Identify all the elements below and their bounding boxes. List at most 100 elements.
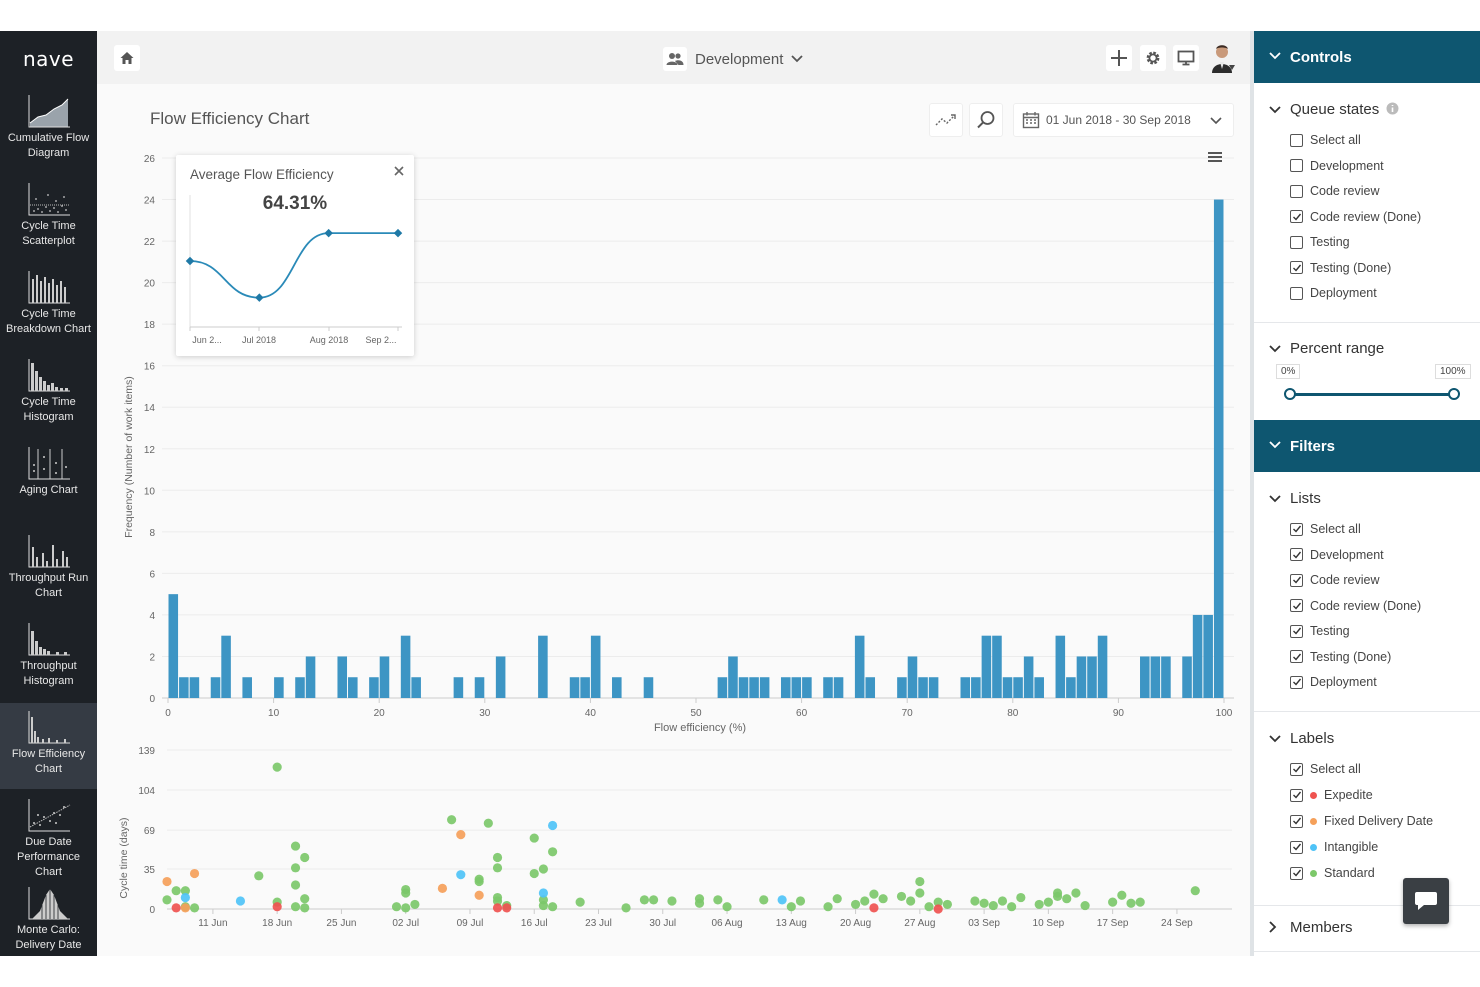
scatter-point: [180, 892, 190, 903]
trend-toggle-button[interactable]: [929, 103, 963, 137]
present-button[interactable]: [1173, 45, 1199, 71]
checkbox-row[interactable]: Code review: [1290, 182, 1379, 200]
checkbox-row[interactable]: Standard: [1290, 864, 1375, 882]
scatter-point: [906, 896, 916, 906]
checkbox-unchecked[interactable]: [1290, 133, 1303, 147]
labels-title[interactable]: Labels: [1290, 730, 1335, 747]
scatter-point: [1135, 897, 1145, 907]
popup-point: [324, 228, 333, 238]
info-icon[interactable]: [1386, 102, 1399, 115]
scatter-point: [529, 868, 539, 879]
range-min-handle[interactable]: [1284, 388, 1296, 400]
range-max-handle[interactable]: [1448, 388, 1460, 400]
checkbox-row[interactable]: Testing (Done): [1290, 259, 1391, 277]
sidebar-item-flow-efficiency[interactable]: Flow Efficiency Chart: [0, 703, 97, 789]
checkbox-row[interactable]: Code review (Done): [1290, 597, 1421, 615]
chevron-right-icon[interactable]: [1268, 920, 1278, 934]
checkbox-row[interactable]: Select all: [1290, 131, 1361, 149]
histogram-bar: [1013, 677, 1023, 698]
checkbox-row[interactable]: Code review: [1290, 571, 1379, 589]
checkbox-row[interactable]: Deployment: [1290, 284, 1377, 302]
sidebar-item-aging[interactable]: Aging Chart: [0, 439, 97, 525]
queue-states-title[interactable]: Queue states: [1290, 101, 1399, 118]
sidebar-item-throughput-histogram[interactable]: Throughput Histogram: [0, 615, 97, 701]
checkbox-row[interactable]: Testing (Done): [1290, 648, 1391, 666]
scatter-point: [694, 898, 705, 908]
date-range-picker[interactable]: 01 Jun 2018 - 30 Sep 2018: [1013, 103, 1234, 137]
zoom-button[interactable]: [969, 103, 1003, 137]
checkbox-checked[interactable]: [1290, 548, 1303, 561]
chevron-down-icon[interactable]: [1268, 734, 1282, 744]
sidebar-item-cumulative-flow[interactable]: Cumulative Flow Diagram: [0, 87, 97, 173]
checkbox-row[interactable]: Testing: [1290, 622, 1350, 640]
scatter-x-tick-label: 11 Jun: [198, 918, 227, 929]
checkbox-row[interactable]: Expedite: [1290, 786, 1373, 804]
board-selector[interactable]: Development: [663, 46, 804, 72]
lists-title[interactable]: Lists: [1290, 490, 1321, 507]
checkbox-checked[interactable]: [1290, 675, 1303, 689]
user-avatar[interactable]: [1208, 43, 1238, 73]
settings-button[interactable]: [1140, 45, 1166, 71]
chevron-down-icon[interactable]: [1268, 494, 1282, 504]
histogram-bar: [791, 677, 802, 698]
scatter-x-tick-label: 20 Aug: [840, 918, 871, 929]
popup-close-button[interactable]: [392, 164, 406, 178]
label-color-dot: [1310, 791, 1317, 799]
scatter-x-tick-label: 18 Jun: [262, 918, 292, 929]
scatter-point: [502, 903, 512, 913]
checkbox-checked[interactable]: [1290, 814, 1303, 828]
home-button[interactable]: [114, 45, 140, 71]
checkbox-row[interactable]: Intangible: [1290, 838, 1378, 856]
checkbox-checked[interactable]: [1290, 210, 1303, 223]
scatter-point: [1062, 894, 1072, 904]
checkbox-checked[interactable]: [1290, 866, 1303, 880]
checkbox-unchecked[interactable]: [1290, 184, 1303, 198]
checkbox-checked[interactable]: [1290, 599, 1303, 612]
histogram-bar: [538, 635, 548, 698]
sidebar-item-breakdown[interactable]: Cycle Time Breakdown Chart: [0, 263, 97, 349]
scatter-point: [924, 902, 934, 912]
checkbox-checked[interactable]: [1290, 522, 1303, 536]
checkbox-row[interactable]: Fixed Delivery Date: [1290, 812, 1433, 830]
percent-range-slider[interactable]: [1290, 393, 1454, 396]
members-title[interactable]: Members: [1290, 919, 1353, 936]
checkbox-checked[interactable]: [1290, 573, 1303, 587]
scatter-point: [759, 895, 769, 905]
checkbox-checked[interactable]: [1290, 650, 1303, 663]
checkbox-checked[interactable]: [1290, 788, 1303, 802]
home-icon: [120, 52, 134, 64]
checkbox-unchecked[interactable]: [1290, 235, 1303, 249]
checkbox-row[interactable]: Testing: [1290, 233, 1350, 251]
checkbox-row[interactable]: Select all: [1290, 760, 1361, 778]
checkbox-row[interactable]: Development: [1290, 157, 1384, 175]
sidebar-item-due-date[interactable]: Due Date Performance Chart: [0, 791, 97, 878]
checkbox-row[interactable]: Development: [1290, 546, 1384, 564]
checkbox-checked[interactable]: [1290, 624, 1303, 638]
chevron-down-icon[interactable]: [1268, 105, 1282, 115]
app-logo[interactable]: nave: [22, 46, 75, 71]
close-icon: [394, 166, 404, 176]
chat-button[interactable]: [1403, 878, 1449, 924]
checkbox-checked[interactable]: [1290, 261, 1303, 274]
histogram-y-tick-label: 22: [144, 237, 156, 248]
checkbox-checked[interactable]: [1290, 762, 1303, 776]
scatter-point: [474, 876, 484, 887]
sidebar-item-monte-carlo[interactable]: Monte Carlo: Delivery Date: [0, 879, 97, 965]
sidebar-item-scatterplot[interactable]: Cycle Time Scatterplot: [0, 175, 97, 261]
sidebar-item-histogram[interactable]: Cycle Time Histogram: [0, 351, 97, 437]
checkbox-row[interactable]: Deployment: [1290, 673, 1377, 691]
percent-range-title[interactable]: Percent range: [1290, 340, 1385, 357]
checkbox-label: Deployment: [1310, 286, 1377, 300]
chart-menu-icon[interactable]: [1208, 152, 1222, 162]
scatter-point: [272, 897, 282, 907]
checkbox-unchecked[interactable]: [1290, 159, 1303, 172]
checkbox-row[interactable]: Code review (Done): [1290, 208, 1421, 226]
checkbox-unchecked[interactable]: [1290, 286, 1303, 300]
add-button[interactable]: [1106, 45, 1132, 71]
filters-header[interactable]: Filters: [1254, 420, 1480, 472]
checkbox-checked[interactable]: [1290, 840, 1303, 854]
controls-header[interactable]: Controls: [1254, 31, 1480, 83]
chevron-down-icon[interactable]: [1268, 344, 1282, 354]
sidebar-item-run-chart[interactable]: Throughput Run Chart: [0, 527, 97, 613]
checkbox-row[interactable]: Select all: [1290, 520, 1361, 538]
